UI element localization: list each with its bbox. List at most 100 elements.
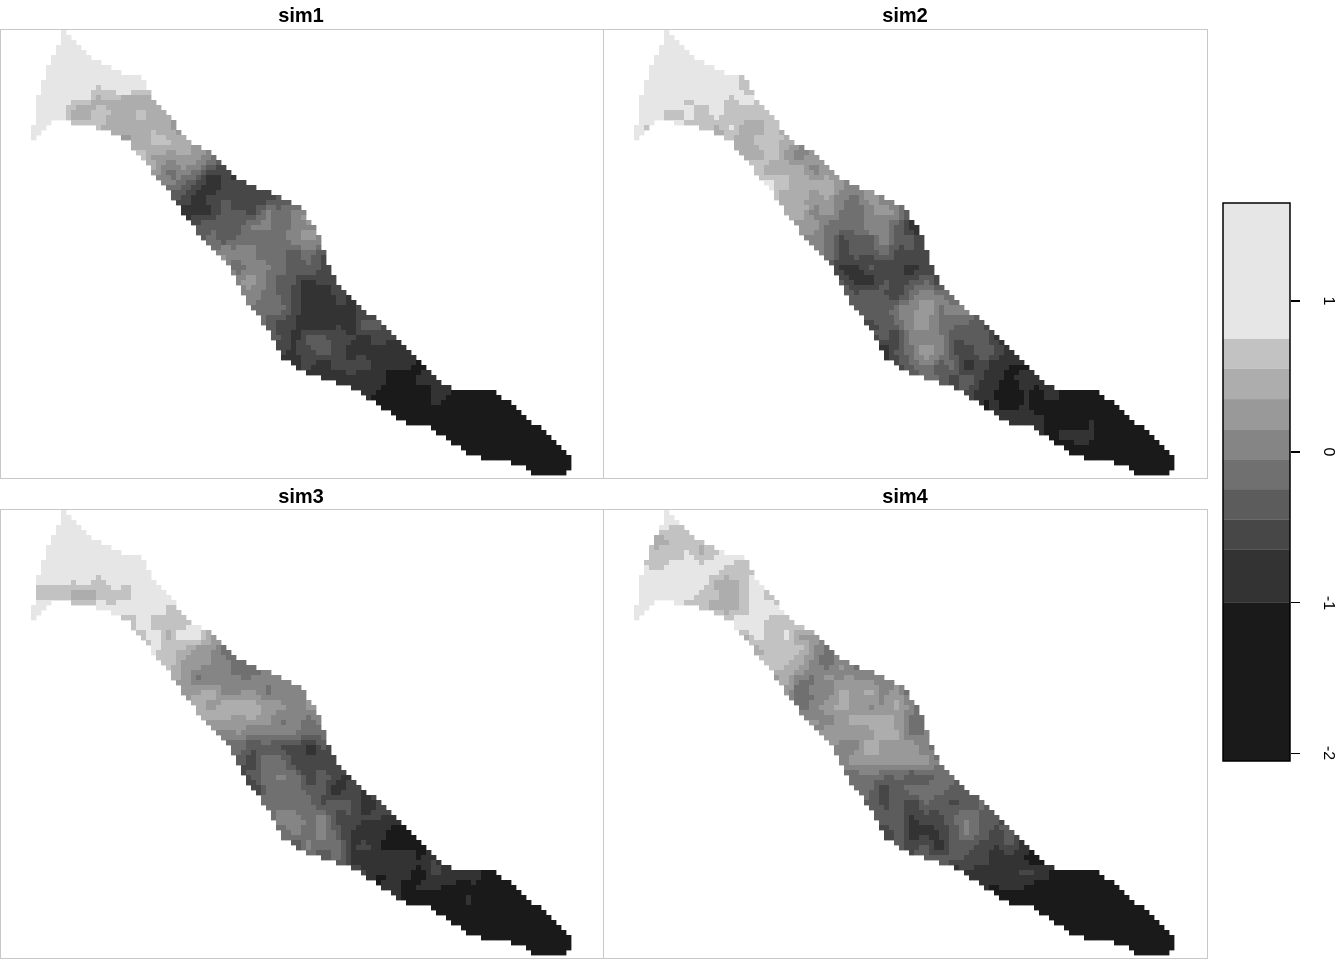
raster-cell	[654, 60, 660, 66]
raster-cell	[251, 760, 257, 766]
raster-cell	[96, 555, 102, 561]
raster-cell	[421, 410, 427, 416]
raster-cell	[111, 70, 117, 76]
raster-cell	[306, 250, 312, 256]
raster-cell	[844, 275, 850, 281]
raster-cell	[196, 690, 202, 696]
raster-cell	[341, 315, 347, 321]
raster-cell	[371, 365, 377, 371]
panel-sim1	[0, 29, 604, 479]
raster-cell	[276, 725, 282, 731]
raster-cell	[371, 360, 377, 366]
raster-cell	[316, 715, 322, 721]
raster-cell	[889, 265, 895, 271]
raster-cell	[894, 225, 900, 231]
raster-cell	[999, 365, 1005, 371]
raster-cell	[146, 140, 152, 146]
raster-cell	[241, 730, 247, 736]
raster-cell	[769, 145, 775, 151]
raster-cell	[191, 185, 197, 191]
raster-cell	[461, 400, 467, 406]
raster-cell	[1069, 390, 1075, 396]
raster-cell	[91, 80, 97, 86]
raster-cell	[466, 435, 472, 441]
raster-cell	[146, 575, 152, 581]
raster-cell	[899, 260, 905, 266]
raster-cell	[699, 65, 705, 71]
raster-cell	[824, 185, 830, 191]
raster-cell	[76, 65, 82, 71]
raster-cell	[316, 310, 322, 316]
raster-cell	[296, 270, 302, 276]
raster-cell	[276, 805, 282, 811]
raster-cell	[46, 120, 52, 126]
raster-cell	[914, 245, 920, 251]
raster-cell	[759, 135, 765, 141]
raster-cell	[281, 320, 287, 326]
raster-cell	[381, 375, 387, 381]
raster-cell	[331, 760, 337, 766]
raster-cell	[421, 365, 427, 371]
raster-cell	[216, 165, 222, 171]
raster-cell	[211, 645, 217, 651]
raster-cell	[256, 230, 262, 236]
raster-cell	[371, 340, 377, 346]
raster-cell	[266, 215, 272, 221]
raster-cell	[839, 260, 845, 266]
raster-cell	[904, 340, 910, 346]
raster-cell	[136, 590, 142, 596]
raster-cell	[699, 115, 705, 121]
raster-cell	[1129, 455, 1135, 461]
raster-cell	[291, 700, 297, 706]
raster-cell	[1024, 375, 1030, 381]
raster-cell	[346, 380, 352, 386]
raster-cell	[521, 425, 527, 431]
raster-cell	[764, 180, 770, 186]
panel-title-sim4: sim4	[882, 486, 928, 508]
raster-cell	[356, 360, 362, 366]
raster-cell	[346, 360, 352, 366]
raster-cell	[36, 605, 42, 611]
raster-cell	[744, 85, 750, 91]
raster-cell	[241, 245, 247, 251]
raster-cell	[879, 230, 885, 236]
raster-cell	[466, 405, 472, 411]
raster-cell	[371, 860, 377, 866]
raster-cell	[311, 310, 317, 316]
raster-cell	[884, 345, 890, 351]
raster-cell	[261, 715, 267, 721]
raster-cell	[386, 380, 392, 386]
raster-cell	[964, 330, 970, 336]
raster-cell	[884, 335, 890, 341]
raster-cell	[281, 755, 287, 761]
raster-cell	[381, 805, 387, 811]
raster-cell	[266, 220, 272, 226]
raster-cell	[146, 620, 152, 626]
raster-cell	[864, 200, 870, 206]
raster-cell	[859, 295, 865, 301]
raster-cell	[171, 655, 177, 661]
raster-cell	[251, 260, 257, 266]
raster-cell	[779, 190, 785, 196]
raster-cell	[889, 275, 895, 281]
raster-cell	[56, 585, 62, 591]
raster-cell	[266, 275, 272, 281]
raster-cell	[351, 825, 357, 831]
raster-cell	[161, 110, 167, 116]
raster-cell	[999, 360, 1005, 366]
raster-cell	[984, 400, 990, 406]
raster-cell	[501, 440, 507, 446]
raster-cell	[844, 260, 850, 266]
raster-cell	[146, 600, 152, 606]
raster-cell	[41, 100, 47, 106]
raster-cell	[221, 720, 227, 726]
raster-cell	[1069, 405, 1075, 411]
raster-cell	[186, 620, 192, 626]
raster-cell	[889, 200, 895, 206]
raster-cell	[904, 255, 910, 261]
raster-cell	[136, 555, 142, 561]
raster-cell	[974, 345, 980, 351]
raster-cell	[1054, 425, 1060, 431]
raster-cell	[271, 680, 277, 686]
raster-cell	[211, 195, 217, 201]
